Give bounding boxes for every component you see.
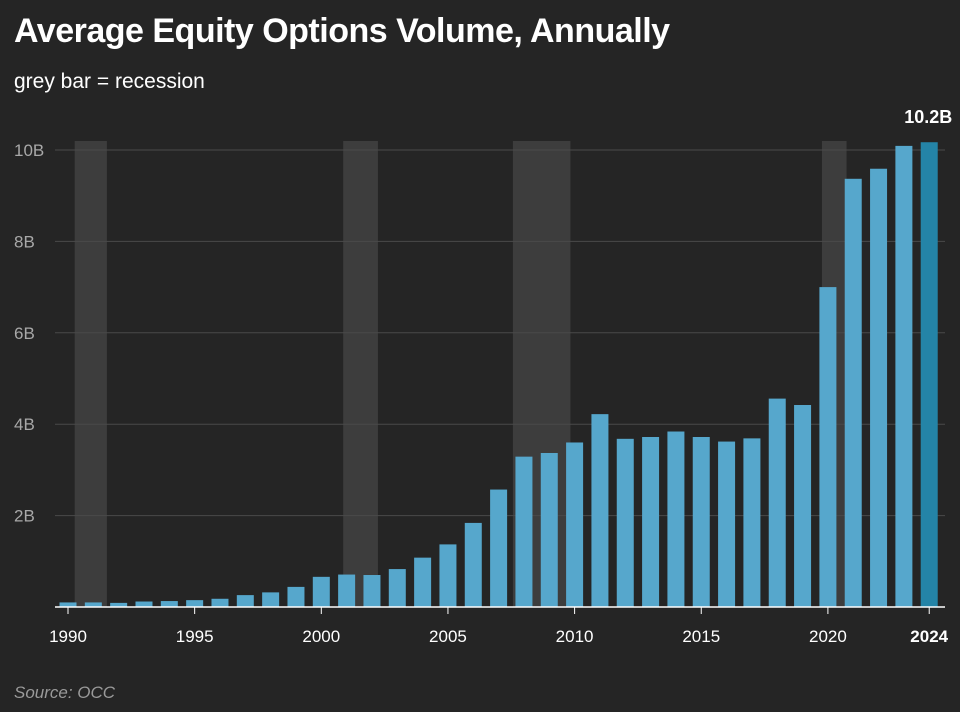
x-tick-label: 1995 — [176, 627, 214, 646]
bar-2015 — [692, 436, 710, 607]
bar-2009 — [540, 452, 558, 607]
bar-2022 — [870, 168, 888, 607]
recession-band — [74, 141, 107, 607]
bar-2001 — [338, 574, 356, 607]
source-note: Source: OCC — [14, 683, 116, 702]
y-tick-label: 4B — [14, 415, 35, 434]
x-tick-label: 2024 — [910, 627, 948, 646]
bar-2018 — [768, 398, 786, 607]
recession-band — [343, 141, 378, 607]
y-tick-label: 2B — [14, 507, 35, 526]
chart-title: Average Equity Options Volume, Annually — [14, 12, 670, 50]
bar-2024 — [920, 142, 938, 607]
bar-1995 — [186, 600, 204, 607]
bar-1998 — [262, 592, 280, 607]
bar-2000 — [312, 576, 330, 607]
x-tick-label: 2000 — [302, 627, 340, 646]
data-label-2024: 10.2B — [904, 107, 952, 127]
y-tick-label: 6B — [14, 324, 35, 343]
bar-2023 — [895, 145, 913, 607]
x-tick-label: 2005 — [429, 627, 467, 646]
bar-2007 — [490, 489, 508, 607]
bar-1999 — [287, 586, 305, 607]
bar-2010 — [566, 442, 584, 607]
bar-2017 — [743, 438, 761, 607]
axes: 1990 1995 2000 2005 2010 2015 2020 2024 — [49, 606, 949, 646]
bar-2016 — [718, 441, 736, 607]
x-tick-label: 2010 — [556, 627, 594, 646]
bar-2006 — [464, 522, 482, 607]
x-tick-label: 2020 — [809, 627, 847, 646]
bar-2005 — [439, 544, 457, 607]
y-tick-label: 8B — [14, 232, 35, 251]
bar-2003 — [388, 569, 406, 607]
x-tick-label: 2015 — [682, 627, 720, 646]
bar-2011 — [591, 414, 609, 607]
y-tick-label: 10B — [14, 141, 44, 160]
bar-2013 — [642, 436, 660, 607]
chart-subtitle: grey bar = recession — [14, 70, 205, 93]
bar-2008 — [515, 456, 533, 607]
bar-1991 — [84, 602, 102, 607]
bar-2020 — [819, 287, 837, 607]
bar-2014 — [667, 431, 685, 607]
x-tick-label: 1990 — [49, 627, 87, 646]
bar-2012 — [616, 438, 634, 607]
bar-1992 — [110, 602, 128, 607]
bar-2002 — [363, 575, 381, 607]
bar-1996 — [211, 598, 229, 607]
bars: 10.2B — [59, 107, 952, 607]
bar-1993 — [135, 601, 153, 607]
bar-2021 — [844, 178, 862, 607]
bar-1997 — [236, 595, 254, 607]
bar-1990 — [59, 602, 77, 607]
bar-2019 — [794, 405, 812, 607]
bar-2004 — [414, 557, 432, 607]
bar-1994 — [160, 601, 178, 607]
